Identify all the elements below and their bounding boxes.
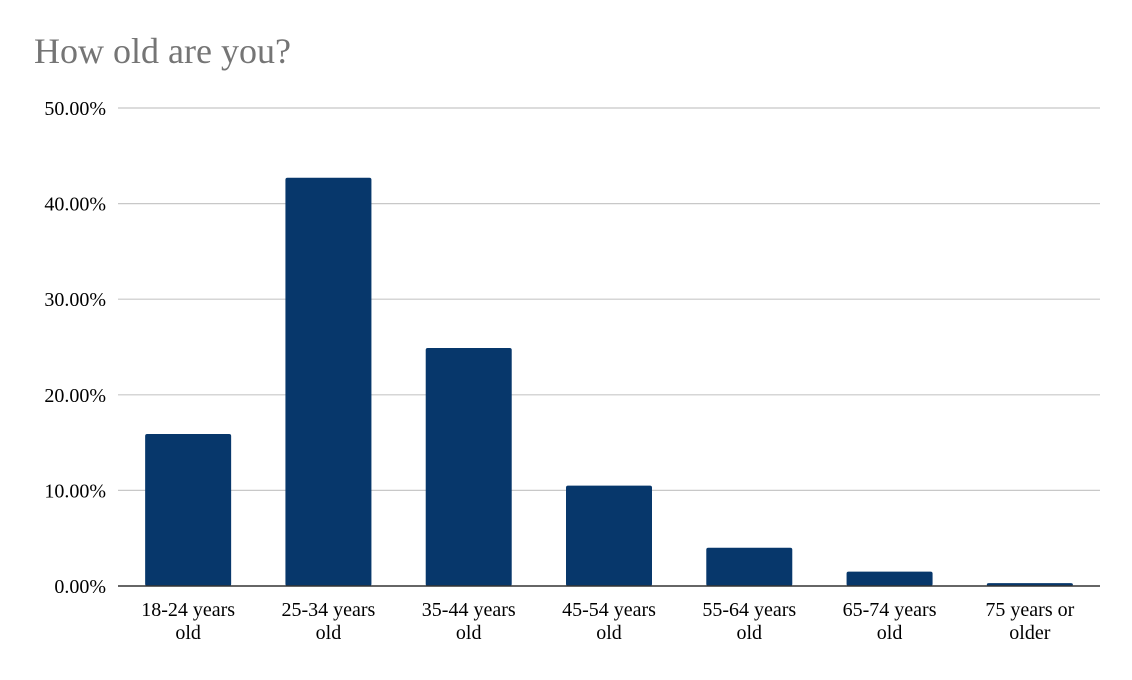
y-tick-label: 0.00% (54, 576, 106, 598)
chart-title: How old are you? (34, 31, 291, 71)
bar (706, 547, 793, 586)
y-tick-label: 20.00% (44, 385, 106, 407)
bar (846, 571, 933, 586)
y-axis-tick-labels: 0.00% 10.00% 20.00% 30.00% 40.00% 50.00% (44, 98, 106, 598)
x-category-label: 65-74 years old (843, 599, 937, 644)
x-category-label-line: 65-74 years (843, 599, 937, 621)
bar (425, 347, 512, 586)
y-tick-label: 10.00% (44, 480, 106, 502)
bars (145, 177, 1073, 586)
x-category-label-line: old (316, 622, 342, 644)
y-tick-label: 50.00% (44, 98, 106, 120)
x-category-label: 45-54 years old (562, 599, 656, 644)
x-category-label: 35-44 years old (422, 599, 516, 644)
x-category-label-line: old (456, 622, 482, 644)
x-category-label-line: 35-44 years (422, 599, 516, 621)
x-category-label-line: 18-24 years (141, 599, 235, 621)
x-category-label-line: 55-64 years (702, 599, 796, 621)
x-category-label-line: old (737, 622, 763, 644)
x-category-label-line: old (175, 622, 201, 644)
x-category-label-line: old (877, 622, 903, 644)
bar (145, 433, 232, 586)
bar (566, 485, 652, 586)
x-category-label: 55-64 years old (702, 599, 796, 644)
x-category-label-line: 25-34 years (281, 599, 375, 621)
x-category-label: 25-34 years old (281, 599, 375, 644)
x-category-label: 18-24 years old (141, 599, 235, 644)
bar (285, 177, 372, 586)
y-tick-label: 40.00% (44, 194, 106, 216)
x-category-label-line: 75 years or (985, 599, 1074, 621)
x-category-label-line: older (1009, 622, 1050, 644)
y-tick-label: 30.00% (44, 289, 106, 311)
x-category-label-line: 45-54 years (562, 599, 656, 621)
gridlines (118, 107, 1100, 491)
x-category-label: 75 years or older (985, 599, 1074, 644)
x-category-label-line: old (596, 622, 622, 644)
